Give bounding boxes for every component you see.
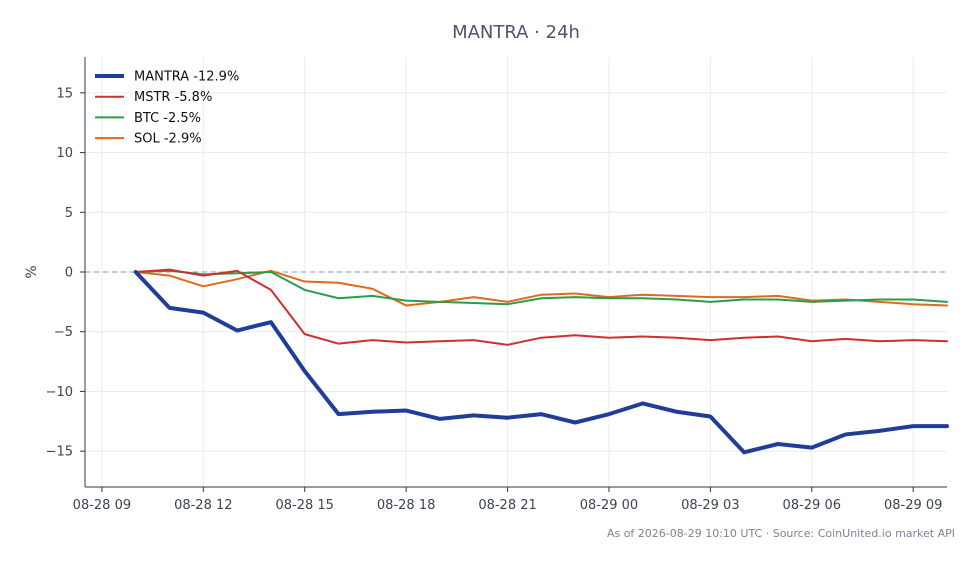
series-line-btc <box>134 269 948 306</box>
x-tick-label: 08-29 03 <box>681 498 739 513</box>
footer-note: As of 2026-08-29 10:10 UTC · Source: Coi… <box>607 527 955 540</box>
x-tick-label: 08-28 15 <box>275 498 333 513</box>
series-line-sol <box>134 269 948 307</box>
y-tick-label: 5 <box>65 206 73 221</box>
chart-title: MANTRA · 24h <box>452 22 580 43</box>
legend-label: MSTR -5.8% <box>134 90 212 105</box>
x-tick-label: 08-28 09 <box>73 498 131 513</box>
legend-label: BTC -2.5% <box>134 111 201 126</box>
y-tick-label: −15 <box>46 445 73 460</box>
legend-label: SOL -2.9% <box>134 132 202 147</box>
y-tick-label: −10 <box>46 385 73 400</box>
legend-item: MSTR -5.8% <box>95 90 212 105</box>
legend-label: MANTRA -12.9% <box>134 70 239 85</box>
legend-item: BTC -2.5% <box>95 111 201 126</box>
y-tick-label: −5 <box>54 325 73 340</box>
x-tick-label: 08-28 21 <box>478 498 536 513</box>
series-group <box>133 268 949 455</box>
x-tick-labels: 08-28 09 08-28 12 08-28 15 08-28 18 08-28 21… <box>73 498 943 513</box>
x-tick-label: 08-29 00 <box>580 498 638 513</box>
y-axis-label: % <box>24 265 40 278</box>
legend: MANTRA -12.9% MSTR -5.8% BTC -2.5% SOL -2.9… <box>95 70 239 147</box>
legend-item: MANTRA -12.9% <box>95 70 239 85</box>
y-tick-labels: 15 10 5 0 −5 −10 −15 <box>46 86 73 459</box>
x-tick-label: 08-28 18 <box>377 498 435 513</box>
x-tick-label: 08-28 12 <box>174 498 232 513</box>
x-tick-label: 08-29 06 <box>783 498 841 513</box>
y-tick-label: 10 <box>56 146 73 161</box>
series-line-mantra <box>133 270 949 455</box>
axes <box>80 57 947 492</box>
series-line-mstr <box>134 268 948 346</box>
x-tick-label: 08-29 09 <box>884 498 942 513</box>
y-tick-label: 0 <box>65 266 73 281</box>
legend-item: SOL -2.9% <box>95 132 202 147</box>
y-tick-label: 15 <box>56 86 73 101</box>
